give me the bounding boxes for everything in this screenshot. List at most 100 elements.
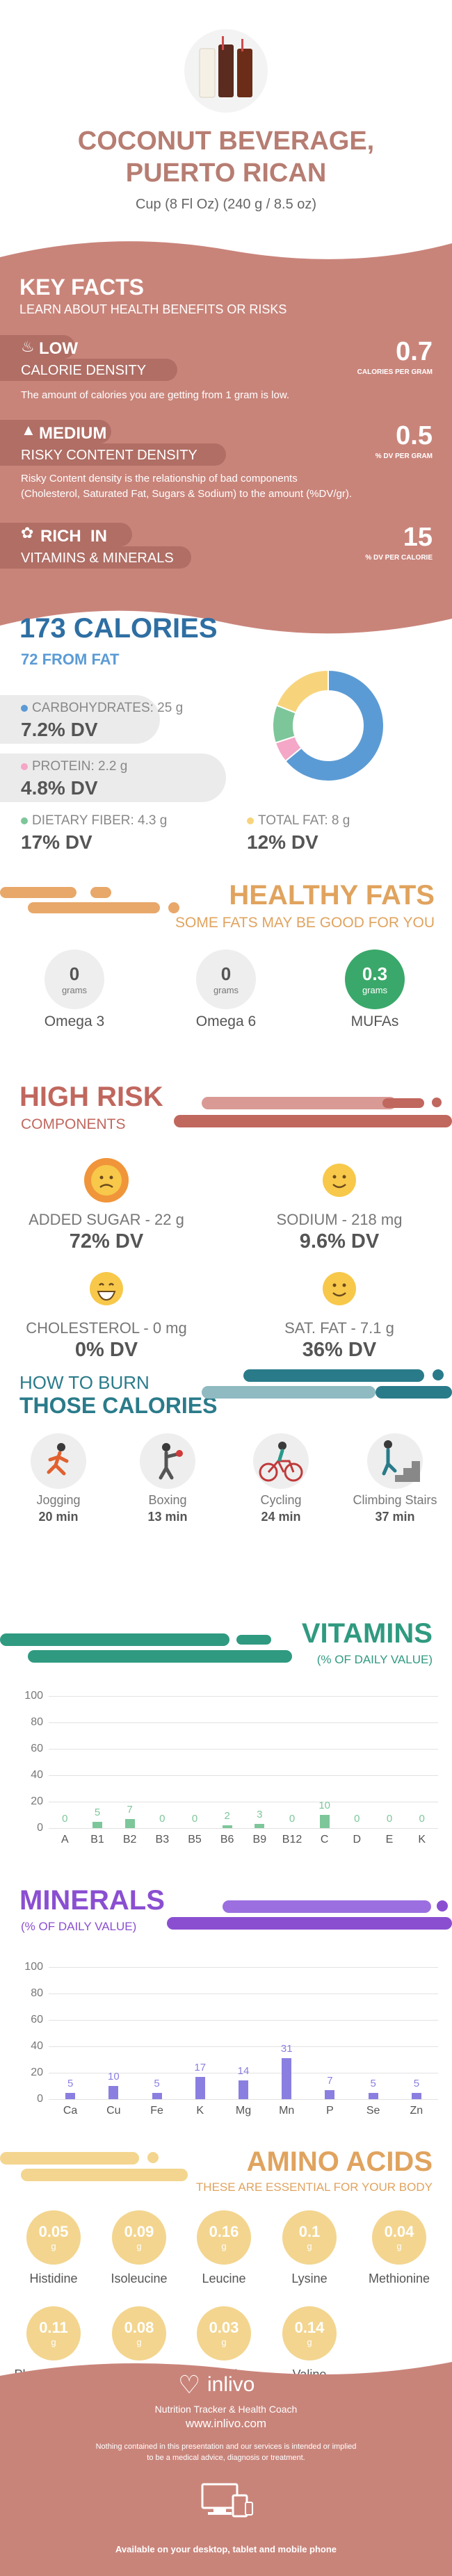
calorie-density-description: The amount of calories you are getting f…	[21, 389, 290, 401]
minerals-gridline	[49, 1967, 438, 1968]
vitamins-value-label: 0	[191, 1813, 198, 1825]
amino-value: 0.1	[298, 2223, 321, 2240]
calorie-density-label-pill	[0, 359, 177, 381]
vitamins-category-label: B2	[122, 1834, 137, 1845]
amino-circle-leucine: 0.16 g	[197, 2210, 251, 2265]
amino-value: 0.08	[124, 2319, 154, 2336]
flame-icon: ♨	[21, 338, 35, 355]
risky-density-level: MEDIUM	[39, 424, 107, 443]
cycling-icon	[253, 1433, 309, 1489]
amino-circle-threonine: 0.08 g	[112, 2306, 166, 2361]
minerals-gridline	[49, 2020, 438, 2021]
risky-density-description-1: Risky Content density is the relationshi…	[21, 473, 298, 484]
vitamins-category-label: C	[320, 1834, 329, 1845]
devices-icon	[201, 2483, 253, 2518]
climbing-stairs-time: 37 min	[375, 1510, 415, 1524]
minerals-y-tick-label: 20	[31, 2066, 43, 2078]
omega3-name: Omega 3	[44, 1013, 105, 1029]
healthy-fats-decoration	[0, 887, 179, 913]
vitamins-category-label: A	[60, 1834, 69, 1845]
vitamins-y-tick-label: 0	[37, 1822, 43, 1834]
climbing-stairs-icon	[367, 1433, 423, 1489]
fat-bullet-icon	[247, 817, 254, 824]
amino-value: 0.16	[209, 2223, 239, 2240]
fiber-bullet-icon	[21, 817, 28, 824]
minerals-category-label: Fe	[150, 2105, 163, 2117]
minerals-title: MINERALS	[19, 1885, 165, 1916]
amino-value: 0.03	[209, 2319, 239, 2336]
donut-slice-carbohydrates	[284, 669, 385, 782]
disclaimer-line-1: Nothing contained in this presentation a…	[95, 2443, 357, 2451]
omega6-unit: grams	[213, 985, 239, 995]
risky-density-unit: % DV PER GRAM	[375, 453, 433, 460]
minerals-gridline	[49, 2099, 438, 2100]
brand-name: inlivo	[207, 2373, 255, 2396]
amino-circle-tryptophan: 0.03 g	[197, 2306, 251, 2361]
amino-unit: g	[307, 2241, 312, 2251]
minerals-bar-zn	[411, 2092, 421, 2099]
amino-circle-isoleucine: 0.09 g	[112, 2210, 166, 2265]
grin-face-icon	[84, 1266, 129, 1311]
boxing-icon	[140, 1433, 195, 1489]
high-risk-title: HIGH RISK	[19, 1082, 163, 1112]
amino-circle-histidine: 0.05 g	[26, 2210, 81, 2265]
rich-in-label: VITAMINS & MINERALS	[21, 551, 174, 566]
warning-icon: ▲	[21, 421, 36, 439]
amino-name-leucine: Leucine	[202, 2272, 246, 2285]
amino-subtitle: THESE ARE ESSENTIAL FOR YOUR BODY	[195, 2180, 433, 2194]
calories-from-fat: 72 FROM FAT	[21, 651, 120, 668]
mufas-unit: grams	[362, 985, 388, 995]
amino-value: 0.05	[38, 2223, 69, 2240]
vitamins-subtitle: (% OF DAILY VALUE)	[316, 1653, 433, 1666]
footer-background	[0, 2362, 452, 2576]
fat-label-text: TOTAL FAT: 8 g	[258, 813, 350, 828]
minerals-category-label: Mg	[235, 2105, 252, 2117]
vitamins-value-label: 0	[419, 1813, 425, 1825]
vitamins-category-label: B6	[220, 1834, 234, 1845]
minerals-category-label: Cu	[106, 2105, 121, 2117]
vitamins-category-label: K	[418, 1834, 426, 1845]
carbs-bullet-icon	[21, 704, 28, 712]
calories-title: 173 CALORIES	[19, 613, 218, 644]
mufas-value: 0.3	[362, 963, 388, 984]
amino-unit: g	[51, 2337, 56, 2347]
risky-density-label: RISKY CONTENT DENSITY	[21, 448, 197, 463]
vitamins-category-label: E	[385, 1834, 394, 1845]
amino-circle-methionine: 0.04 g	[372, 2210, 426, 2265]
vitamins-value-label: 5	[94, 1806, 101, 1818]
sodium-label: SODIUM - 218 mg	[276, 1211, 403, 1228]
minerals-value-label: 5	[67, 2077, 74, 2089]
minerals-y-tick-label: 100	[24, 1961, 43, 1973]
carbs-dv: 7.2% DV	[21, 719, 98, 740]
burn-title-1: HOW TO BURN	[19, 1372, 150, 1393]
mufas-circle: 0.3 grams	[345, 949, 405, 1009]
fiber-label: DIETARY FIBER: 4.3 g	[21, 813, 167, 829]
high-risk-subtitle: COMPONENTS	[21, 1116, 126, 1132]
smile-face-icon-2	[317, 1266, 362, 1311]
minerals-value-label: 31	[280, 2043, 293, 2055]
jogging-icon	[31, 1433, 86, 1489]
amino-unit: g	[221, 2337, 227, 2347]
rich-in-unit: % DV PER CALORIE	[365, 554, 433, 562]
jogging-time: 20 min	[38, 1510, 79, 1524]
fiber-dv: 17% DV	[21, 831, 92, 853]
amino-name-methionine: Methionine	[368, 2272, 430, 2285]
minerals-category-label: Mn	[279, 2105, 295, 2117]
vitamins-title: VITAMINS	[301, 1618, 433, 1649]
vitamins-category-label: B12	[282, 1834, 302, 1845]
omega3-value: 0	[69, 963, 80, 984]
vitamins-bar-c	[319, 1815, 330, 1828]
sat-fat-label: SAT. FAT - 7.1 g	[284, 1319, 394, 1337]
vitamins-value-label: 10	[318, 1800, 330, 1811]
minerals-y-tick-label: 0	[37, 2093, 43, 2105]
minerals-bar-cu	[108, 2086, 119, 2099]
minerals-chart: 100 80 60 40 20 0 5 Ca 10 Cu 5 Fe 17 K 14 Mg 31 Mn 7 P 5 Se 5 Z…	[0, 1960, 452, 2127]
brand-url[interactable]: www.inlivo.com	[185, 2417, 267, 2430]
carbs-label-text: CARBOHYDRATES: 25 g	[32, 701, 184, 715]
key-facts-title: KEY FACTS	[19, 275, 144, 300]
minerals-category-label: Ca	[63, 2105, 78, 2117]
rich-in-value: 15	[403, 523, 433, 552]
minerals-subtitle: (% OF DAILY VALUE)	[21, 1920, 137, 1933]
calorie-density-unit: CALORIES PER GRAM	[357, 368, 433, 376]
protein-dv: 4.8% DV	[21, 777, 98, 799]
